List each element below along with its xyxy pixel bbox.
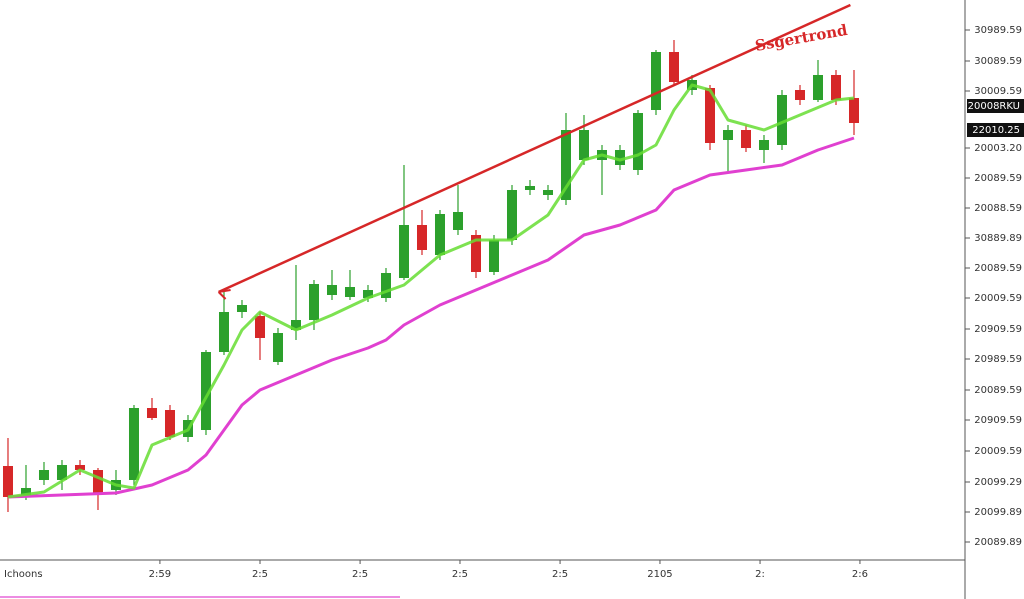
y-tick-label: 30089.59 <box>974 56 1022 67</box>
candle-body <box>308 284 319 320</box>
candle-body <box>830 75 841 100</box>
candle-body <box>704 88 715 143</box>
candle-body <box>200 352 211 430</box>
x-tick-label: 2:5 <box>452 569 468 580</box>
candle-body <box>848 98 859 123</box>
x-tick-label: 2:5 <box>352 569 368 580</box>
candle-body <box>38 470 49 480</box>
y-tick-label: 20089.59 <box>974 385 1022 396</box>
candle-body <box>614 150 625 165</box>
x-tick-label: 2:5 <box>552 569 568 580</box>
candle-body <box>542 190 553 195</box>
candle-body <box>650 52 661 110</box>
price-badge <box>967 99 1024 113</box>
moving-average <box>7 83 855 499</box>
y-tick-label: 20909.59 <box>974 324 1022 335</box>
candle-body <box>290 320 301 330</box>
y-tick-label: 20099.89 <box>974 507 1022 518</box>
y-tick-label: 20088.59 <box>974 203 1022 214</box>
moving-average <box>7 136 855 499</box>
candle-body <box>776 95 787 145</box>
candle-body <box>524 186 535 190</box>
y-tick-label: 20909.59 <box>974 415 1022 426</box>
y-tick-label: 30889.89 <box>974 233 1022 244</box>
candle-body <box>632 113 643 170</box>
candle-body <box>56 465 67 480</box>
candle-body <box>344 287 355 297</box>
candle-body <box>434 214 445 255</box>
candle-body <box>398 225 409 278</box>
candle-body <box>272 333 283 362</box>
candle-body <box>812 75 823 100</box>
y-tick-label: 30009.59 <box>974 86 1022 97</box>
candle-body <box>560 130 571 200</box>
price-badge <box>967 123 1024 137</box>
candle-body <box>236 305 247 312</box>
candle-body <box>758 140 769 150</box>
candle-body <box>92 470 103 495</box>
x-axis-label: Ichoons <box>4 569 43 580</box>
candle-body <box>740 130 751 148</box>
price-badge-label: 22010.25 <box>972 125 1020 136</box>
x-tick-label: 2:5 <box>252 569 268 580</box>
candle-body <box>668 52 679 82</box>
y-tick-label: 20009.59 <box>974 293 1022 304</box>
candle-body <box>20 488 31 497</box>
y-tick-label: 20009.59 <box>974 446 1022 457</box>
x-tick-label: 2105 <box>647 569 672 580</box>
candle-body <box>146 408 157 418</box>
y-tick-label: 20089.89 <box>974 537 1022 548</box>
candle-body <box>416 225 427 250</box>
y-tick-label: 20089.59 <box>974 173 1022 184</box>
candle-body <box>164 410 175 437</box>
y-tick-label: 20989.59 <box>974 354 1022 365</box>
candle-body <box>326 285 337 295</box>
candle-body <box>506 190 517 240</box>
x-tick-label: 2:6 <box>852 569 868 580</box>
candle-body <box>488 240 499 272</box>
candle-body <box>470 235 481 272</box>
trend-line <box>218 3 851 294</box>
candle-body <box>254 316 265 338</box>
candle-body <box>362 290 373 298</box>
candle-body <box>380 273 391 298</box>
y-tick-label: 20099.29 <box>974 477 1022 488</box>
x-tick-label: 2: <box>755 569 765 580</box>
y-tick-label: 20003.20 <box>974 143 1022 154</box>
x-tick-label: 2:59 <box>149 569 171 580</box>
candle-body <box>74 465 85 470</box>
candle-body <box>578 130 589 160</box>
candle-body <box>218 312 229 352</box>
candle-body <box>2 466 13 497</box>
candle-body <box>452 212 463 230</box>
price-badge-label: 20008RKU <box>968 101 1020 112</box>
candle-body <box>128 408 139 480</box>
candle-body <box>722 130 733 140</box>
candle-body <box>794 90 805 100</box>
y-tick-label: 30989.59 <box>974 25 1022 36</box>
y-tick-label: 20089.59 <box>974 263 1022 274</box>
trend-arrowhead <box>217 289 231 300</box>
